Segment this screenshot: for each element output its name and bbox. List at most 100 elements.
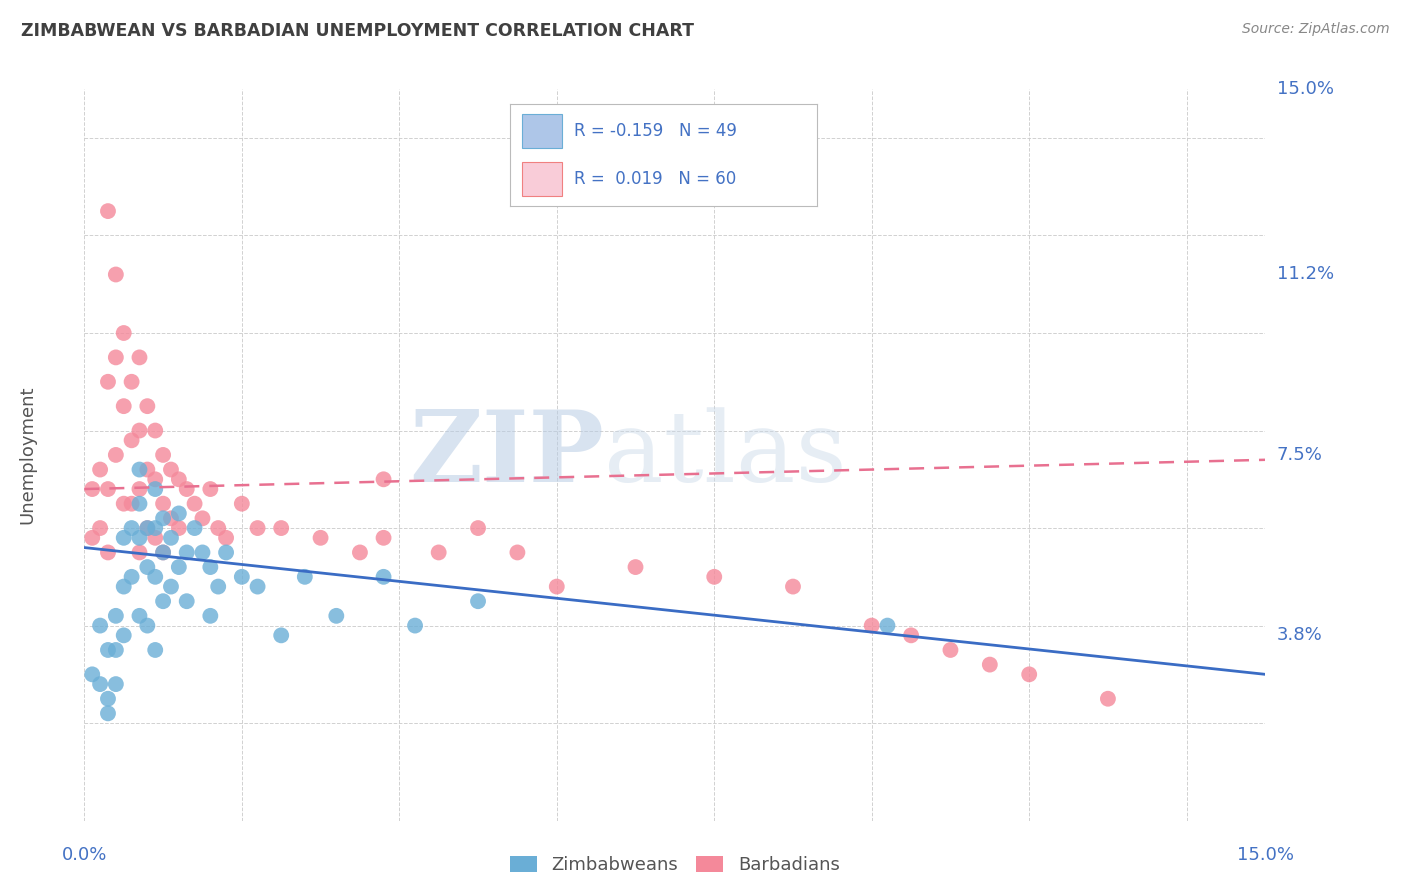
Point bbox=[876, 618, 898, 632]
Point bbox=[160, 580, 183, 594]
Point bbox=[782, 580, 804, 594]
Point bbox=[624, 560, 647, 574]
Point bbox=[546, 580, 568, 594]
Point bbox=[128, 482, 150, 496]
Point bbox=[231, 570, 253, 584]
Text: 0.0%: 0.0% bbox=[62, 846, 107, 863]
Point bbox=[1097, 691, 1119, 706]
Text: Unemployment: Unemployment bbox=[18, 385, 37, 524]
Point bbox=[89, 521, 111, 535]
Text: ZIMBABWEAN VS BARBADIAN UNEMPLOYMENT CORRELATION CHART: ZIMBABWEAN VS BARBADIAN UNEMPLOYMENT COR… bbox=[21, 22, 695, 40]
Bar bbox=[522, 114, 562, 148]
Point bbox=[200, 560, 222, 574]
Point bbox=[89, 618, 111, 632]
Point bbox=[215, 545, 238, 559]
Point bbox=[97, 204, 120, 219]
Point bbox=[82, 482, 104, 496]
Text: 15.0%: 15.0% bbox=[1277, 80, 1333, 98]
Point bbox=[167, 560, 190, 574]
Point bbox=[506, 545, 529, 559]
Point bbox=[121, 521, 143, 535]
Point bbox=[104, 677, 127, 691]
Point bbox=[167, 521, 190, 535]
Point bbox=[128, 531, 150, 545]
Point bbox=[128, 462, 150, 476]
Point bbox=[128, 424, 150, 438]
Point bbox=[112, 580, 135, 594]
Point bbox=[176, 594, 198, 608]
Point bbox=[1018, 667, 1040, 681]
Point bbox=[294, 570, 316, 584]
Point bbox=[97, 545, 120, 559]
Point bbox=[373, 570, 395, 584]
Text: 11.2%: 11.2% bbox=[1277, 266, 1334, 284]
Point bbox=[136, 462, 159, 476]
Point bbox=[121, 497, 143, 511]
Point bbox=[112, 326, 135, 340]
Point bbox=[270, 521, 292, 535]
Point bbox=[939, 643, 962, 657]
Point bbox=[270, 628, 292, 642]
Point bbox=[104, 608, 127, 623]
Point bbox=[207, 580, 229, 594]
Point bbox=[112, 531, 135, 545]
Point bbox=[143, 472, 166, 486]
Point bbox=[104, 351, 127, 365]
Point bbox=[143, 531, 166, 545]
Point bbox=[860, 618, 883, 632]
Point bbox=[136, 521, 159, 535]
Point bbox=[152, 511, 174, 525]
Point bbox=[703, 570, 725, 584]
Point bbox=[427, 545, 450, 559]
Point bbox=[167, 507, 190, 521]
Point bbox=[152, 545, 174, 559]
Point bbox=[128, 497, 150, 511]
Point bbox=[467, 594, 489, 608]
Text: Source: ZipAtlas.com: Source: ZipAtlas.com bbox=[1241, 22, 1389, 37]
Point bbox=[143, 643, 166, 657]
Point bbox=[200, 608, 222, 623]
Point bbox=[121, 434, 143, 448]
Point bbox=[136, 618, 159, 632]
Point bbox=[176, 482, 198, 496]
Point bbox=[160, 531, 183, 545]
Text: ZIP: ZIP bbox=[409, 407, 605, 503]
Point bbox=[104, 643, 127, 657]
Point bbox=[900, 628, 922, 642]
Point bbox=[97, 482, 120, 496]
Point bbox=[121, 570, 143, 584]
Point bbox=[143, 424, 166, 438]
Point bbox=[349, 545, 371, 559]
Point bbox=[191, 545, 214, 559]
Point bbox=[97, 375, 120, 389]
Point bbox=[325, 608, 347, 623]
Point bbox=[128, 351, 150, 365]
Text: R = -0.159   N = 49: R = -0.159 N = 49 bbox=[574, 122, 737, 140]
Point bbox=[97, 643, 120, 657]
Point bbox=[112, 628, 135, 642]
Point bbox=[128, 545, 150, 559]
Point bbox=[160, 511, 183, 525]
Point bbox=[128, 608, 150, 623]
Point bbox=[143, 570, 166, 584]
Point bbox=[207, 521, 229, 535]
Point bbox=[104, 448, 127, 462]
Text: R =  0.019   N = 60: R = 0.019 N = 60 bbox=[574, 170, 737, 188]
Point bbox=[373, 531, 395, 545]
Point bbox=[97, 691, 120, 706]
Point bbox=[143, 482, 166, 496]
Point bbox=[231, 497, 253, 511]
Point bbox=[121, 375, 143, 389]
Point bbox=[89, 677, 111, 691]
Point bbox=[152, 448, 174, 462]
Text: 3.8%: 3.8% bbox=[1277, 626, 1322, 644]
Point bbox=[176, 545, 198, 559]
Point bbox=[246, 580, 269, 594]
Point bbox=[136, 560, 159, 574]
Legend: Zimbabweans, Barbadians: Zimbabweans, Barbadians bbox=[503, 848, 846, 881]
Point bbox=[246, 521, 269, 535]
Point bbox=[467, 521, 489, 535]
Text: atlas: atlas bbox=[605, 407, 846, 503]
Point bbox=[82, 667, 104, 681]
Text: 7.5%: 7.5% bbox=[1277, 446, 1323, 464]
